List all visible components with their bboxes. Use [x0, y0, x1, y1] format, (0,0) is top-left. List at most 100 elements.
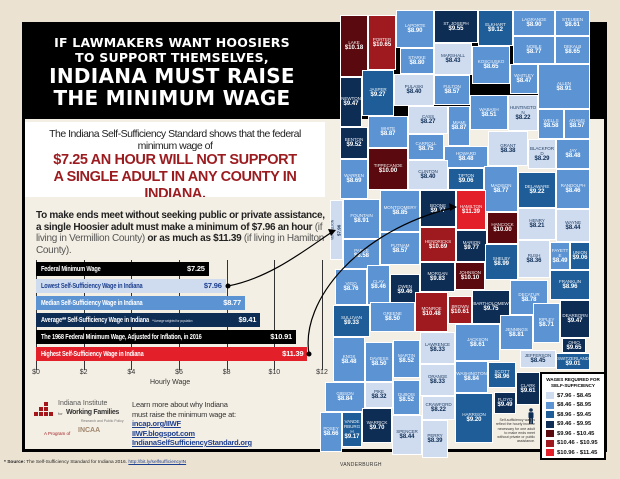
county-name: HOWARD: [455, 151, 477, 156]
county-name: PERRY: [427, 433, 443, 438]
county-value: $8.44: [565, 224, 581, 231]
county-wells: WELLS $8.58: [538, 109, 564, 139]
bar-value-label: $7.25: [187, 264, 205, 273]
person-icon: [528, 408, 534, 424]
bar-label-group: Highest Self-Sufficiency Wage in Indiana: [41, 347, 144, 361]
county-marion: MARION $9.77: [456, 230, 487, 262]
county-value: $8.96: [562, 284, 578, 290]
source-link[interactable]: http://bit.ly/selfsufficiencyIN: [128, 460, 187, 465]
county-name: STARKE: [408, 55, 426, 60]
county-name: HUNTINGTON: [509, 104, 537, 115]
county-value: $8.76: [343, 286, 359, 292]
county-starke: STARKE $8.80: [400, 48, 434, 74]
legend-item: $8.46 - $8.95: [544, 401, 602, 411]
county-value: $8.43: [445, 58, 461, 64]
county-name: BLACKFORD: [530, 145, 554, 156]
county-name: NOBLE: [526, 44, 542, 49]
county-vermillion: VERMILLION $7.96: [330, 200, 343, 260]
county-rush: RUSH $8.36: [518, 240, 550, 278]
county-name: HENDRICKS: [424, 238, 452, 244]
county-name: NEWTON: [341, 96, 361, 101]
x-tick-label: $0: [32, 369, 40, 376]
county-name: FAYETTE: [551, 247, 569, 258]
county-crawford: CRAWFORD $8.22: [422, 396, 455, 420]
county-decatur: DECATUR $8.78: [510, 280, 548, 315]
county-ohio: OHIO $9.65: [562, 338, 586, 353]
county-value: $9.22: [529, 189, 545, 195]
county-miami: MIAMI $8.87: [448, 106, 470, 146]
county-value: $8.84: [463, 376, 479, 382]
county-value: $8.40: [406, 89, 422, 95]
county-value: $8.50: [371, 361, 387, 367]
county-value: $10.69: [428, 243, 448, 250]
county-sullivan: SULLIVAN $9.33: [333, 305, 370, 337]
county-value: $8.21: [529, 223, 545, 229]
county-name: ELKHART: [485, 22, 506, 27]
county-value: $8.47: [516, 78, 532, 84]
county-value: $8.96: [494, 374, 510, 380]
gridline: [274, 260, 276, 370]
bar-label: Median Self-Sufficiency Wage in Indiana: [41, 298, 143, 307]
bar: Average** Self-Sufficiency Wage in India…: [36, 313, 261, 327]
county-clinton: CLINTON $8.40: [408, 160, 448, 190]
county-clark: CLARK $9.61: [516, 372, 540, 405]
county-name: FULTON: [443, 84, 461, 89]
county-name: VANDERBURGH: [343, 418, 361, 434]
county-name: LAPORTE: [404, 23, 426, 28]
county-value: $8.81: [508, 331, 524, 338]
bar-value-label: $9.41: [238, 315, 257, 324]
link-standard[interactable]: IndianaSelfSufficiencyStandard.org: [132, 438, 252, 447]
county-value: $9.47: [567, 318, 583, 324]
county-value: $9.49: [497, 402, 513, 408]
county-tipton: TIPTON $9.06: [448, 168, 484, 190]
county-value: $11.39: [461, 209, 481, 215]
legend-item: $7.96 - $8.45: [544, 391, 602, 401]
county-name: DAVIESS: [369, 356, 389, 361]
county-name: DELAWARE: [524, 184, 550, 189]
county-name: OHIO: [568, 339, 580, 345]
county-name: PARKE: [354, 248, 369, 253]
county-posey: POSEY $8.66: [320, 412, 342, 452]
county-adams: ADAMS $8.57: [564, 109, 590, 139]
subheadline: The Indiana Self-Sufficiency Standard sh…: [25, 122, 325, 197]
county-name: WHITE: [380, 126, 396, 131]
county-madison: MADISON $8.77: [484, 166, 518, 212]
county-value: $9.06: [572, 255, 588, 261]
x-axis-label: Hourly Wage: [150, 379, 191, 386]
source-text: The Self-Sufficiency Standard for Indian…: [25, 460, 129, 465]
legend-swatch: [546, 411, 554, 419]
county-value: $8.52: [398, 358, 414, 364]
county-name: PIKE: [373, 389, 385, 394]
county-name: TIPTON: [457, 173, 475, 178]
county-morgan: MORGAN $9.83: [420, 262, 455, 292]
county-kosciusko: KOSCIUSKO $8.65: [472, 46, 510, 84]
county-name: CARROLL: [415, 141, 437, 146]
county-name: SULLIVAN: [340, 315, 363, 320]
county-name: SCOTT: [494, 369, 510, 374]
link-incap[interactable]: incap.org/IIWF: [132, 419, 181, 428]
county-value: $7.96: [336, 224, 342, 236]
county-value: $8.32: [371, 394, 387, 400]
intro-bold-1: To make ends meet without seeking public…: [36, 210, 325, 233]
county-whitley: WHITLEY $8.47: [510, 64, 538, 94]
county-value: $10.18: [344, 45, 364, 51]
county-name: TIPPECANOE: [373, 163, 403, 168]
county-monroe: MONROE $10.48: [415, 292, 448, 332]
county-value: $10.65: [372, 41, 392, 48]
county-brown: BROWN $10.61: [448, 296, 472, 324]
county-value: $10.48: [422, 311, 441, 317]
county-name: CRAWFORD: [425, 402, 452, 407]
x-tick-label: $6: [175, 369, 183, 376]
county-elkhart: ELKHART $9.12: [478, 10, 513, 46]
legend-title-1: WAGES REQUIRED FOR: [546, 377, 600, 382]
county-value: $9.17: [344, 433, 360, 440]
county-value: $8.65: [564, 49, 580, 55]
county-name: STEUBEN: [562, 17, 583, 22]
county-pike: PIKE $8.32: [365, 382, 393, 408]
county-name: CLINTON: [418, 169, 438, 174]
county-name: LAKE: [348, 40, 360, 45]
learn-more-line-2: must raise the minimum wage at:: [132, 409, 236, 419]
county-value: $9.46: [397, 289, 413, 295]
county-name: JOHNSON: [459, 270, 481, 275]
link-blog[interactable]: IIWF.blogspot.com: [132, 428, 195, 438]
